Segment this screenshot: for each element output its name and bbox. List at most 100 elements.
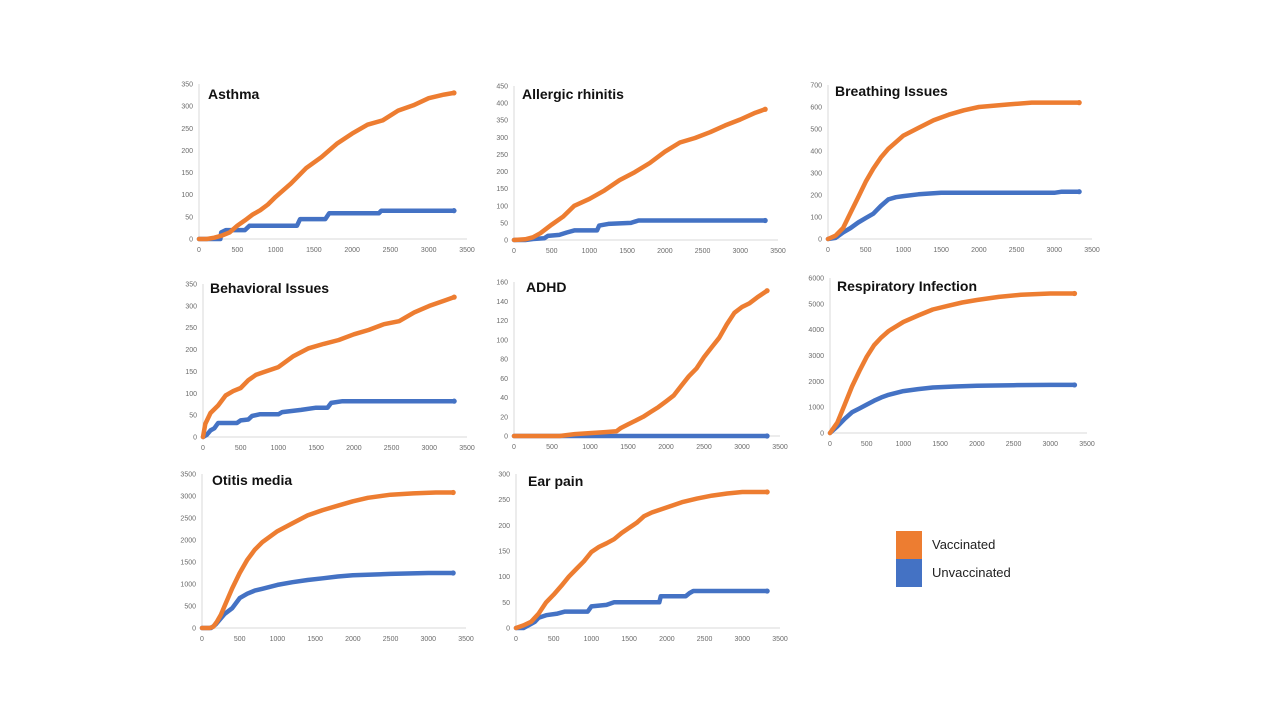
x-tick-label: 3500: [458, 636, 474, 643]
legend-label: Vaccinated: [932, 537, 996, 552]
legend-label: Unvaccinated: [932, 565, 1011, 580]
y-tick-label: 200: [496, 169, 508, 176]
series-end-point-vaccinated: [451, 294, 457, 300]
x-tick-label: 2000: [345, 636, 361, 643]
y-tick-label: 100: [181, 192, 193, 199]
y-tick-label: 1500: [180, 560, 196, 567]
y-tick-label: 20: [500, 414, 508, 421]
x-tick-label: 1500: [932, 441, 948, 448]
x-tick-label: 1500: [308, 445, 324, 452]
chart-allergic-rhinitis-svg: 0 50 100 150 200 250 300 350 400 450 0 500 1000 1500 2…: [496, 84, 786, 256]
x-tick-label: 3000: [732, 248, 748, 255]
x-tick-label: 1000: [271, 445, 287, 452]
x-tick-label: 3000: [421, 445, 437, 452]
y-tick-label: 4000: [808, 327, 824, 334]
chart-breathing-issues-svg: 0 100 200 300 400 500 600 700 0 500 1000 1500 2000 25…: [810, 83, 1100, 255]
x-tick-label: 3500: [770, 248, 786, 255]
y-tick-label: 100: [496, 337, 508, 344]
chart-respiratory-infection-svg: 0 1000 2000 3000 4000 5000 6000 0 500 1000 1500 200…: [808, 276, 1094, 449]
x-tick-label: 2500: [384, 445, 400, 452]
x-tick-label: 500: [546, 444, 558, 451]
x-tick-label: 3500: [772, 636, 788, 643]
chart-title: Ear pain: [528, 473, 584, 489]
y-tick-label: 100: [185, 391, 197, 398]
chart-title: Breathing Issues: [835, 83, 948, 99]
y-tick-label: 500: [810, 127, 822, 134]
x-tick-label: 2000: [346, 445, 362, 452]
x-tick-label: 1500: [619, 248, 635, 255]
x-tick-label: 1500: [621, 636, 637, 643]
y-tick-label: 0: [193, 435, 197, 442]
x-tick-label: 500: [546, 248, 558, 255]
y-tick-label: 300: [498, 472, 510, 479]
y-tick-label: 0: [504, 434, 508, 441]
series-line-unvaccinated: [200, 398, 457, 440]
x-tick-label: 3500: [459, 247, 475, 254]
y-tick-label: 160: [496, 280, 508, 287]
y-tick-label: 400: [810, 149, 822, 156]
series-end-point-unvaccinated: [1071, 382, 1078, 388]
x-tick-label: 2000: [657, 248, 673, 255]
x-tick-label: 1000: [270, 636, 286, 643]
y-tick-label: 700: [810, 83, 822, 90]
series-end-point-vaccinated: [764, 489, 770, 495]
y-tick-label: 1000: [180, 582, 196, 589]
series-line-vaccinated: [511, 288, 770, 439]
x-tick-label: 2500: [697, 636, 713, 643]
y-tick-label: 50: [185, 214, 193, 221]
x-tick-label: 2500: [696, 444, 712, 451]
x-tick-label: 3000: [421, 247, 437, 254]
y-tick-label: 80: [500, 357, 508, 364]
y-tick-label: 3000: [808, 353, 824, 360]
series-end-point-unvaccinated: [762, 217, 768, 224]
x-tick-label: 2500: [1006, 441, 1022, 448]
y-tick-label: 2000: [808, 379, 824, 386]
x-tick-label: 3000: [420, 636, 436, 643]
y-tick-label: 100: [496, 203, 508, 210]
y-tick-label: 0: [189, 237, 193, 244]
series-line-unvaccinated: [825, 189, 1082, 242]
x-tick-label: 2000: [344, 247, 360, 254]
series-end-point-unvaccinated: [764, 588, 770, 594]
series-line-vaccinated: [199, 490, 456, 631]
y-tick-label: 40: [500, 395, 508, 402]
y-tick-label: 3500: [180, 472, 196, 479]
y-tick-label: 100: [498, 574, 510, 581]
y-tick-label: 350: [181, 82, 193, 89]
x-tick-label: 0: [512, 444, 516, 451]
x-tick-label: 0: [826, 247, 830, 254]
x-tick-label: 0: [197, 247, 201, 254]
chart-title: Behavioral Issues: [210, 280, 330, 296]
x-tick-label: 2000: [658, 444, 674, 451]
chart-title: ADHD: [526, 279, 567, 295]
x-tick-label: 3500: [772, 444, 788, 451]
series-end-point-vaccinated: [764, 288, 770, 294]
x-tick-label: 0: [828, 441, 832, 448]
y-tick-label: 300: [496, 135, 508, 142]
y-tick-label: 50: [500, 220, 508, 227]
y-tick-label: 150: [498, 549, 510, 556]
y-tick-label: 50: [189, 413, 197, 420]
y-tick-label: 150: [181, 170, 193, 177]
y-tick-label: 0: [192, 626, 196, 633]
y-tick-label: 600: [810, 105, 822, 112]
y-tick-label: 300: [185, 303, 197, 310]
y-tick-label: 0: [504, 238, 508, 245]
x-tick-label: 3000: [734, 444, 750, 451]
chart-title: Asthma: [208, 86, 260, 102]
x-tick-label: 1000: [582, 248, 598, 255]
y-tick-label: 150: [496, 186, 508, 193]
legend-swatch-unvaccinated: [896, 559, 922, 587]
series-end-point-unvaccinated: [451, 208, 457, 214]
y-tick-label: 250: [185, 325, 197, 332]
series-end-point-unvaccinated: [451, 398, 457, 404]
chart-title: Respiratory Infection: [837, 278, 978, 294]
y-tick-label: 150: [185, 369, 197, 376]
x-tick-label: 0: [514, 636, 518, 643]
x-tick-label: 500: [235, 445, 247, 452]
x-tick-label: 1000: [268, 247, 284, 254]
series-end-point-vaccinated: [762, 106, 768, 112]
y-tick-label: 0: [820, 431, 824, 438]
